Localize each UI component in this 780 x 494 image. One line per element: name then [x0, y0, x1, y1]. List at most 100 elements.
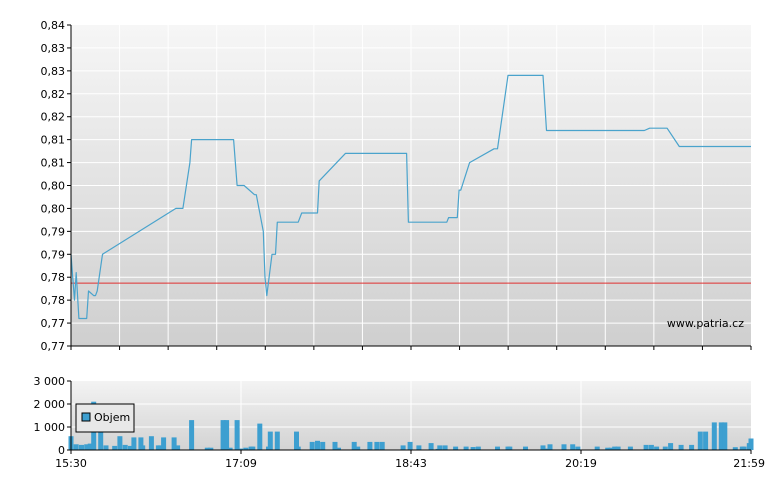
volume-bar: [575, 446, 581, 450]
watermark: www.patria.cz: [667, 317, 744, 330]
volume-bar: [668, 443, 674, 450]
volume-bar: [294, 431, 299, 450]
volume-bar: [495, 446, 500, 450]
volume-bar: [615, 446, 621, 450]
volume-bar: [475, 446, 481, 450]
volume-bar: [355, 446, 361, 450]
volume-bar: [732, 447, 738, 450]
volume-bar: [470, 447, 476, 450]
volume-bar: [703, 431, 709, 450]
volume-bar: [612, 446, 618, 450]
volume-bar: [463, 446, 469, 450]
volume-bar: [711, 422, 717, 450]
volume-bar: [407, 441, 413, 450]
volume-bar: [267, 431, 273, 450]
volume-bar: [157, 445, 163, 450]
time-tick-label: 15:30: [55, 457, 87, 470]
volume-bar: [507, 446, 513, 450]
volume-bar: [103, 445, 109, 450]
price-y-tick-label: 0,81: [41, 134, 66, 147]
volume-bar: [718, 422, 724, 450]
volume-bar: [127, 445, 133, 450]
volume-bar: [131, 437, 137, 450]
price-y-tick-label: 0,83: [41, 65, 66, 78]
volume-bar: [274, 431, 280, 450]
volume-bar: [224, 420, 230, 450]
price-y-tick-label: 0,82: [41, 88, 66, 101]
volume-bar: [416, 445, 422, 450]
volume-bar: [315, 440, 320, 450]
volume-bar: [689, 444, 695, 450]
volume-bar: [662, 446, 668, 450]
volume-legend-swatch: [81, 412, 91, 422]
volume-y-tick-label: 0: [58, 444, 65, 457]
volume-bar: [570, 444, 576, 451]
volume-bar: [379, 441, 385, 450]
volume-bar: [336, 447, 341, 450]
volume-bar: [227, 447, 233, 450]
volume-bar: [523, 446, 528, 450]
volume-bar: [608, 447, 614, 450]
volume-y-tick-label: 1 000: [34, 421, 66, 434]
volume-bar: [73, 444, 79, 451]
volume-bar: [161, 437, 167, 450]
volume-bar: [605, 447, 611, 450]
volume-bar: [437, 445, 443, 450]
volume-y-tick-label: 3 000: [34, 375, 66, 388]
volume-bar: [122, 444, 128, 450]
price-panel: 0,84 0,83 0,83 0,82 0,82 0,81 0,81 0,80 0,80 0,79…: [41, 19, 752, 353]
volume-bar: [238, 448, 244, 450]
volume-bar: [257, 423, 263, 450]
volume-bar: [561, 444, 567, 451]
volume-bar: [332, 441, 338, 450]
volume-bar: [148, 436, 154, 450]
volume-bar: [547, 444, 553, 451]
volume-bar: [138, 437, 144, 450]
volume-bar: [140, 445, 146, 450]
volume-bar: [175, 445, 181, 450]
volume-bar: [428, 443, 434, 450]
volume-bar: [374, 441, 380, 450]
volume-bar: [189, 420, 195, 450]
volume-bar: [594, 446, 600, 450]
volume-bar: [112, 445, 118, 450]
time-tick-label: 18:43: [395, 457, 427, 470]
volume-legend-label: Objem: [94, 411, 130, 424]
price-y-tick-label: 0,81: [41, 157, 66, 170]
volume-panel: 3 000 2 000 1 000 015:30 17:09 18:43 20:19 21:5…: [34, 375, 766, 470]
price-y-tick-label: 0,84: [41, 19, 66, 32]
volume-bar: [697, 431, 703, 450]
price-y-tick-label: 0,77: [41, 317, 66, 330]
volume-bar: [204, 447, 210, 450]
volume-bar: [442, 445, 448, 450]
volume-bar: [309, 441, 315, 450]
price-y-tick-label: 0,78: [41, 271, 66, 284]
volume-bar: [748, 438, 754, 450]
volume-bar: [117, 436, 123, 450]
price-y-tick-label: 0,79: [41, 225, 66, 238]
price-y-tick-label: 0,77: [41, 340, 66, 353]
volume-bar: [400, 445, 406, 450]
volume-bar: [722, 422, 728, 450]
volume-bar: [79, 444, 84, 450]
price-y-tick-label: 0,80: [41, 202, 66, 215]
volume-bar: [220, 420, 226, 450]
volume-bar: [678, 444, 684, 450]
volume-bar: [234, 420, 240, 450]
volume-legend: Objem: [75, 403, 135, 433]
price-series-line: [70, 74, 751, 320]
price-y-tick-label: 0,82: [41, 111, 66, 124]
volume-bar: [648, 444, 654, 450]
volume-bar: [250, 446, 256, 450]
price-y-tick-label: 0,79: [41, 248, 66, 261]
volume-bar: [243, 447, 249, 450]
time-tick-label: 20:19: [565, 457, 597, 470]
volume-bar: [627, 446, 633, 450]
volume-bar: [367, 441, 373, 450]
volume-bar: [171, 437, 177, 450]
time-tick-label: 21:59: [733, 457, 765, 470]
volume-bar: [295, 446, 301, 450]
volume-bar: [87, 443, 93, 450]
